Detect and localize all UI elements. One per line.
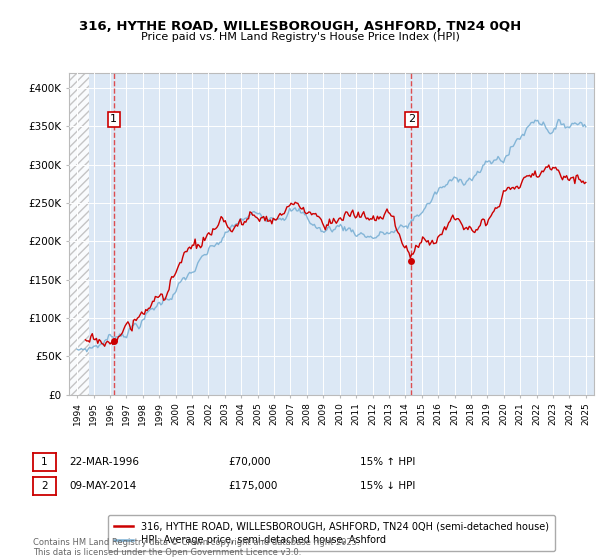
Text: £175,000: £175,000 (228, 481, 277, 491)
Bar (69, 73, 89, 395)
Text: Price paid vs. HM Land Registry's House Price Index (HPI): Price paid vs. HM Land Registry's House … (140, 32, 460, 43)
Text: 1: 1 (41, 457, 48, 467)
Text: 15% ↓ HPI: 15% ↓ HPI (360, 481, 415, 491)
Text: 09-MAY-2014: 09-MAY-2014 (69, 481, 136, 491)
Text: £70,000: £70,000 (228, 457, 271, 467)
Text: 2: 2 (41, 481, 48, 491)
Text: Contains HM Land Registry data © Crown copyright and database right 2025.
This d: Contains HM Land Registry data © Crown c… (33, 538, 359, 557)
Legend: 316, HYTHE ROAD, WILLESBOROUGH, ASHFORD, TN24 0QH (semi-detached house), HPI: Av: 316, HYTHE ROAD, WILLESBOROUGH, ASHFORD,… (108, 515, 555, 551)
Text: 1: 1 (110, 114, 117, 124)
Text: 316, HYTHE ROAD, WILLESBOROUGH, ASHFORD, TN24 0QH: 316, HYTHE ROAD, WILLESBOROUGH, ASHFORD,… (79, 20, 521, 32)
Text: 2: 2 (407, 114, 415, 124)
Text: 15% ↑ HPI: 15% ↑ HPI (360, 457, 415, 467)
Text: 22-MAR-1996: 22-MAR-1996 (69, 457, 139, 467)
